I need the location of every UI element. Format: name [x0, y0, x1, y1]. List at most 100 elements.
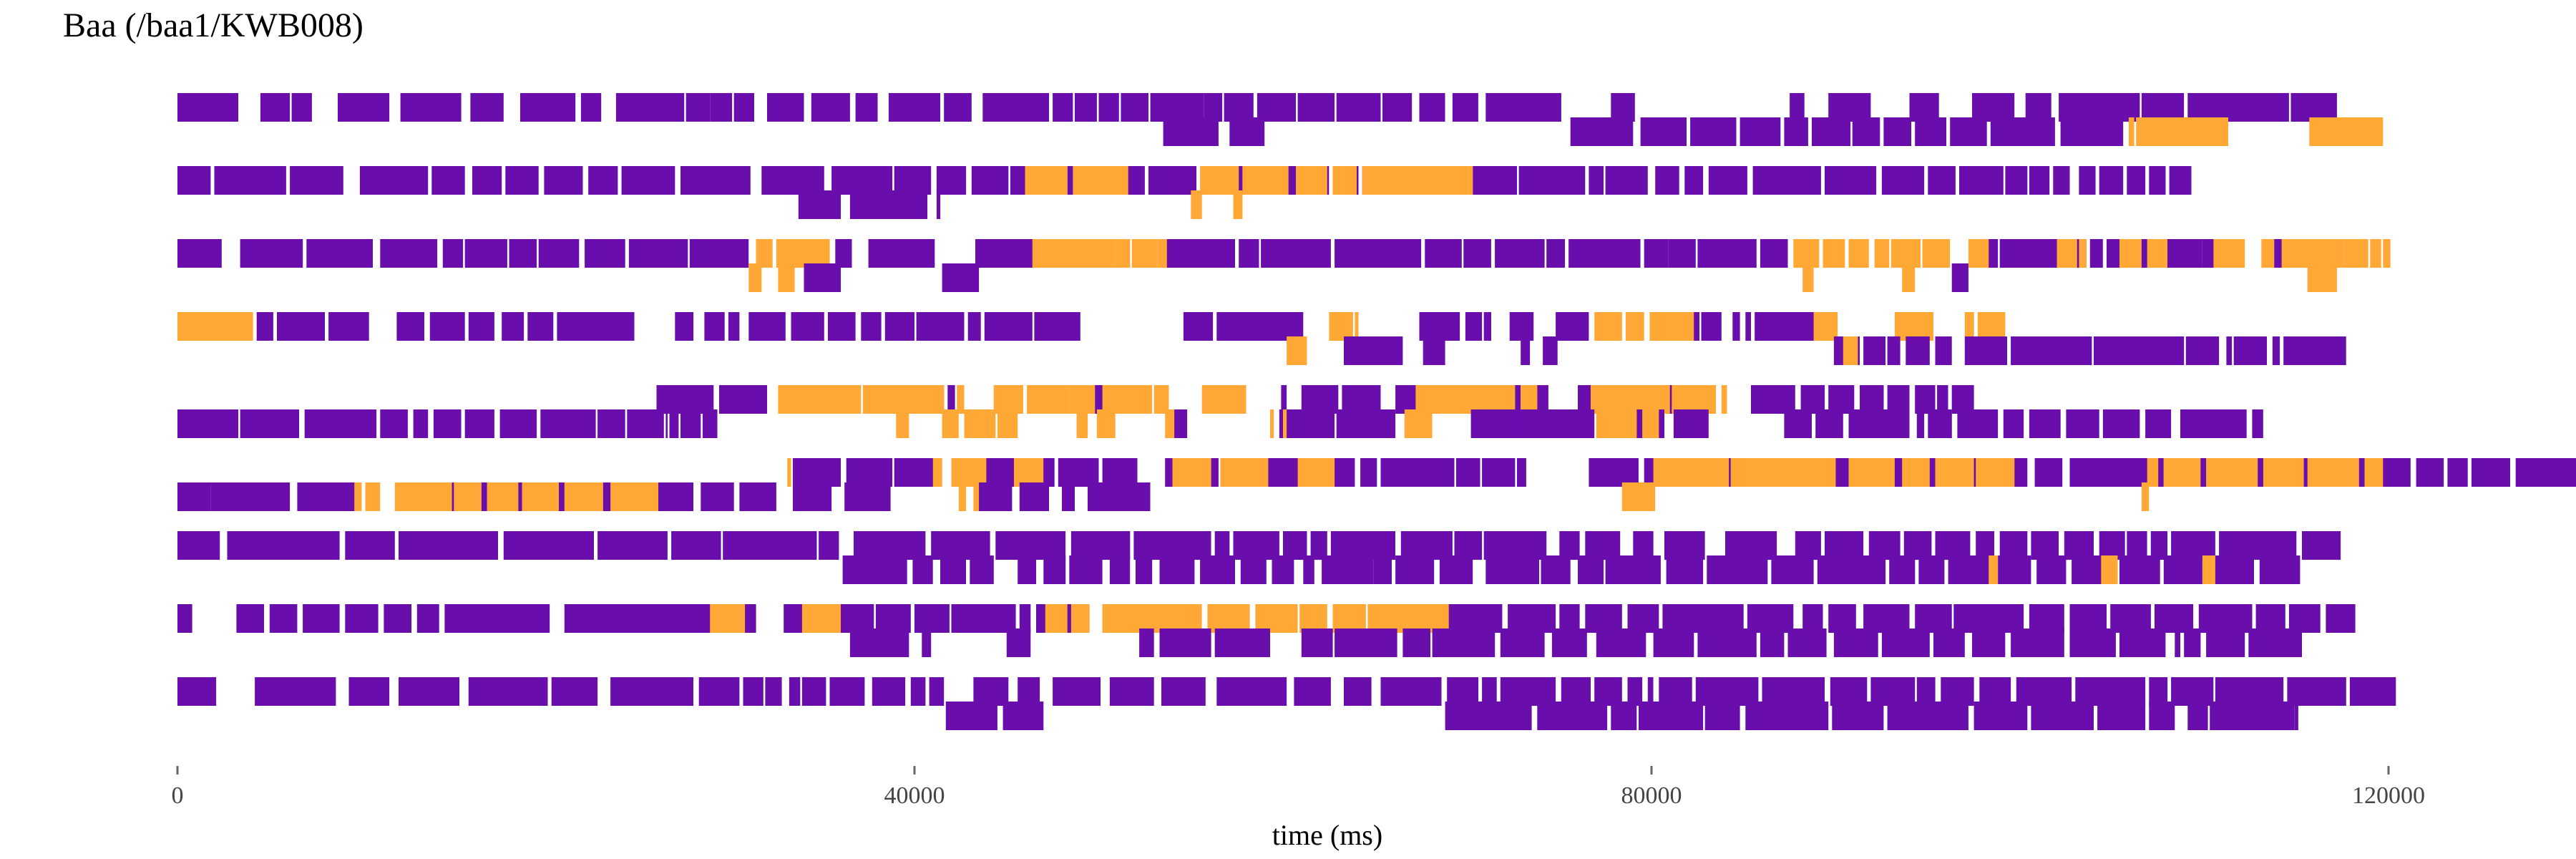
timeline-segment: [1214, 629, 1270, 657]
timeline-segment: [669, 409, 679, 438]
x-tick-label: 0: [172, 782, 184, 809]
timeline-segment: [1425, 239, 1462, 268]
timeline-segment: [1621, 482, 1656, 511]
timeline-segment: [1330, 531, 1395, 560]
timeline-segment: [2099, 531, 2125, 560]
timeline-segment: [610, 677, 693, 706]
timeline-segment: [1640, 117, 1687, 146]
timeline-segment: [1543, 336, 1558, 365]
timeline-segment: [2136, 117, 2228, 146]
timeline-segment: [2107, 239, 2119, 268]
timeline-segment: [527, 312, 554, 341]
timeline-segment: [1725, 531, 1777, 560]
timeline-segment: [1053, 93, 1073, 122]
timeline-segment: [1793, 239, 1820, 268]
x-tick-label: 40000: [884, 782, 945, 809]
timeline-segment: [1863, 604, 1910, 633]
timeline-segment: [1666, 555, 1704, 584]
timeline-segment: [1373, 555, 1392, 584]
timeline-segment: [1802, 263, 1814, 292]
timeline-segment: [1828, 93, 1871, 122]
timeline-segment: [1159, 555, 1195, 584]
timeline-segment: [345, 531, 395, 560]
timeline-segment: [932, 458, 942, 487]
timeline-segment: [767, 93, 804, 122]
timeline-segment: [2349, 677, 2396, 706]
timeline-segment: [1058, 458, 1099, 487]
timeline-segment: [842, 555, 907, 584]
timeline-segment: [1800, 385, 1825, 414]
timeline-segment: [1281, 385, 1287, 414]
timeline-segment: [1556, 312, 1589, 341]
timeline-segment: [1903, 531, 1932, 560]
timeline-segment: [1979, 677, 2011, 706]
timeline-segment: [1102, 458, 1138, 487]
timeline-segment: [1953, 604, 2024, 633]
timeline-segment: [177, 312, 253, 341]
timeline-segment: [776, 239, 830, 268]
timeline-segment: [1032, 239, 1079, 268]
timeline-segment: [1611, 93, 1635, 122]
timeline-segment: [348, 677, 390, 706]
timeline-segment: [1755, 312, 1820, 341]
timeline-segment: [380, 239, 438, 268]
timeline-segment: [975, 239, 1036, 268]
timeline-segment: [1972, 93, 2015, 122]
timeline-segment: [1543, 409, 1595, 438]
timeline-segment: [400, 93, 462, 122]
timeline-segment: [1551, 629, 1587, 657]
timeline-segment: [1830, 677, 1868, 706]
timeline-segment: [793, 458, 841, 487]
timeline-segment: [2150, 531, 2167, 560]
timeline-segment: [2261, 239, 2275, 268]
timeline-segment: [973, 482, 980, 511]
timeline-segment: [1760, 239, 1788, 268]
timeline-segment: [1360, 458, 1377, 487]
timeline-segment: [846, 458, 893, 487]
timeline-segment: [951, 604, 1016, 633]
timeline-segment: [1959, 166, 2004, 195]
timeline-segment: [1957, 409, 1999, 438]
timeline-segment: [2175, 629, 2180, 657]
timeline-segment: [1977, 312, 2006, 341]
timeline-segment: [945, 702, 997, 730]
timeline-segment: [2515, 458, 2576, 487]
timeline-segment: [1902, 263, 1916, 292]
timeline-segment: [1204, 93, 1223, 122]
timeline-segment: [2141, 93, 2185, 122]
timeline-segment: [995, 531, 1066, 560]
timeline-segment: [2171, 677, 2214, 706]
timeline-segment: [653, 482, 693, 511]
timeline-segment: [464, 409, 494, 438]
timeline-segment: [1918, 555, 1945, 584]
timeline-segment: [1473, 166, 1517, 195]
timeline-segment: [1868, 531, 1901, 560]
timeline-segment: [942, 409, 959, 438]
timeline-segment: [1069, 385, 1096, 414]
timeline-segment: [1483, 531, 1547, 560]
timeline-segment: [789, 677, 801, 706]
timeline-segment: [1972, 629, 2006, 657]
timeline-segment: [1283, 531, 1307, 560]
timeline-segment: [2094, 336, 2185, 365]
timeline-segment: [538, 239, 580, 268]
timeline-segment: [2127, 531, 2147, 560]
timeline-segment: [1916, 677, 1936, 706]
timeline-segment: [733, 93, 754, 122]
timeline-segment: [1362, 166, 1473, 195]
timeline-segment: [1673, 409, 1709, 438]
timeline-segment: [468, 312, 494, 341]
timeline-segment: [967, 312, 981, 341]
timeline-segment: [1950, 117, 1987, 146]
timeline-segment: [2252, 409, 2263, 438]
timeline-segment: [1825, 166, 1877, 195]
timeline-segment: [2079, 239, 2087, 268]
timeline-segment: [2187, 93, 2289, 122]
timeline-segment: [1790, 93, 1805, 122]
timeline-segment: [1662, 604, 1744, 633]
timeline-segment: [1069, 555, 1103, 584]
timeline-segment: [1073, 166, 1128, 195]
timeline-segment: [1233, 190, 1243, 219]
timeline-segment: [1297, 458, 1335, 487]
